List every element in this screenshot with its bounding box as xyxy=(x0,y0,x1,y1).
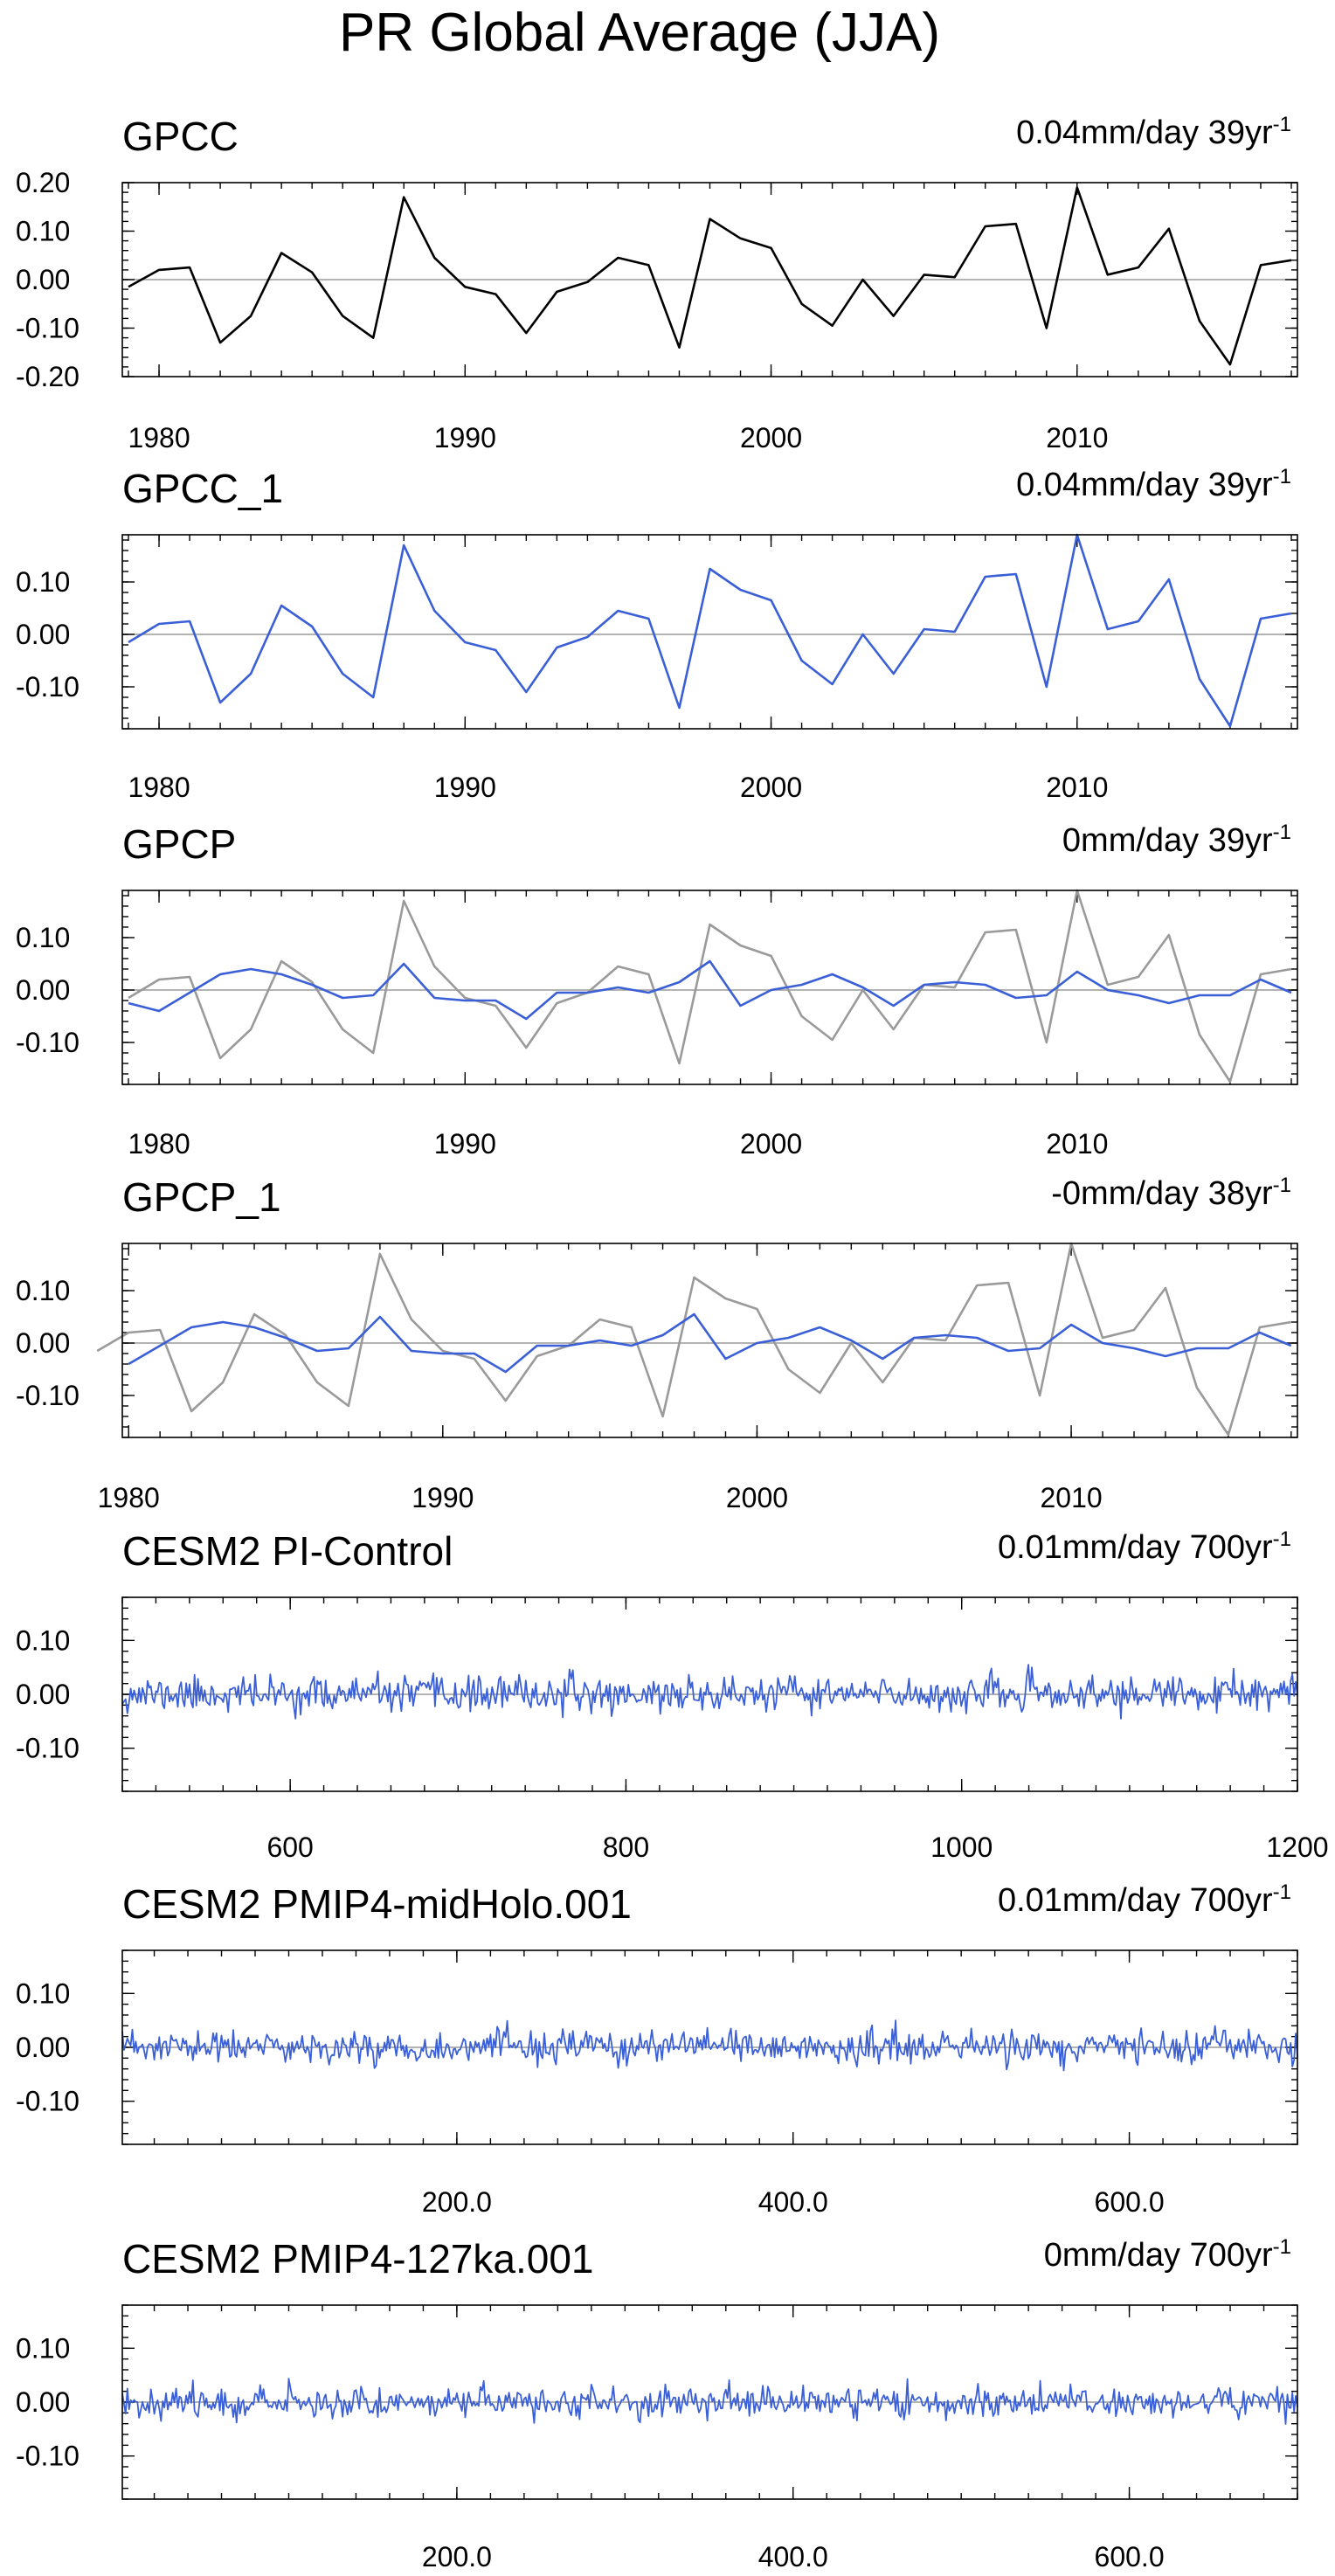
x-tick-label: 1980 xyxy=(98,1482,160,1513)
trend-label: 0.04mm/day 39yr-1 xyxy=(1016,465,1291,503)
trend-label: 0.01mm/day 700yr-1 xyxy=(998,1527,1291,1566)
series-line xyxy=(121,2019,1298,2072)
panel-title: CESM2 PMIP4-midHolo.001 xyxy=(122,1881,632,1927)
x-tick-label: 1980 xyxy=(128,1128,190,1160)
panel-title: CESM2 PMIP4-127ka.001 xyxy=(122,2236,594,2282)
chart-panel: CESM2 PMIP4-127ka.001 0mm/day 700yr-1 0.10… xyxy=(16,2235,1298,2573)
x-tick-label: 1990 xyxy=(412,1482,474,1513)
plot-frame xyxy=(121,890,1298,1085)
y-tick-label: -0.10 xyxy=(16,671,80,703)
y-tick-label: 0.20 xyxy=(16,167,70,198)
chart-panel: CESM2 PI-Control 0.01mm/day 700yr-1 0.10 0.… xyxy=(16,1527,1329,1863)
y-tick-label: 0.00 xyxy=(16,1327,70,1359)
trend-label: 0.04mm/day 39yr-1 xyxy=(1016,113,1291,151)
series-line xyxy=(96,1242,1292,1437)
x-tick-label: 400.0 xyxy=(758,2541,828,2573)
y-tick-label: 0.10 xyxy=(16,1977,70,2009)
x-tick-label: 600 xyxy=(266,1832,313,1863)
x-tick-label: 2010 xyxy=(1046,1128,1108,1160)
panel-title: GPCP xyxy=(122,821,236,867)
y-tick-label: 0.00 xyxy=(16,2032,70,2063)
x-tick-label: 1980 xyxy=(128,422,190,454)
y-tick-label: -0.10 xyxy=(16,313,80,344)
x-tick-label: 200.0 xyxy=(422,2186,492,2218)
chart-panel: GPCP 0mm/day 39yr-1 0.10 0.00 -0.10 1980 1990 2… xyxy=(16,821,1298,1160)
plot-frame xyxy=(121,182,1298,377)
plot-frame xyxy=(121,1243,1298,1438)
x-tick-label: 400.0 xyxy=(758,2186,828,2218)
trend-label: -0mm/day 38yr-1 xyxy=(1051,1174,1291,1212)
panel-title: GPCP_1 xyxy=(122,1174,281,1220)
y-tick-label: 0.00 xyxy=(16,2386,70,2418)
plot-frame xyxy=(121,534,1298,730)
plot-frame xyxy=(121,1949,1298,2145)
series-line xyxy=(128,186,1292,366)
series-line xyxy=(128,889,1292,1084)
y-tick-label: -0.10 xyxy=(16,1733,80,1764)
x-tick-label: 2000 xyxy=(740,422,802,454)
panel-title: GPCC_1 xyxy=(122,466,283,511)
y-tick-label: -0.20 xyxy=(16,361,80,392)
series-line xyxy=(121,2378,1298,2425)
x-tick-label: 1200 xyxy=(1266,1832,1328,1863)
y-tick-label: 0.00 xyxy=(16,264,70,295)
chart-panel: CESM2 PMIP4-midHolo.001 0.01mm/day 700yr-… xyxy=(16,1880,1298,2218)
x-tick-label: 2000 xyxy=(726,1482,788,1513)
x-tick-label: 1980 xyxy=(128,772,190,803)
y-tick-label: 0.10 xyxy=(16,216,70,247)
x-tick-label: 1990 xyxy=(434,1128,496,1160)
x-tick-label: 800 xyxy=(603,1832,649,1863)
panels-group: GPCC 0.04mm/day 39yr-1 0.20 0.10 0.00 -0.10 -0… xyxy=(16,113,1329,2573)
chart-panel: GPCC_1 0.04mm/day 39yr-1 0.10 0.00 -0.10 1980… xyxy=(16,465,1298,803)
trend-label: 0mm/day 700yr-1 xyxy=(1044,2235,1291,2274)
panel-title: GPCC xyxy=(122,114,239,159)
x-tick-label: 1990 xyxy=(434,422,496,454)
x-tick-label: 1990 xyxy=(434,772,496,803)
plot-frame xyxy=(121,1596,1298,1792)
y-tick-label: 0.10 xyxy=(16,2332,70,2364)
figure-title: PR Global Average (JJA) xyxy=(339,3,940,63)
y-tick-label: 0.00 xyxy=(16,619,70,650)
x-tick-label: 2000 xyxy=(740,1128,802,1160)
x-tick-label: 1000 xyxy=(930,1832,993,1863)
x-tick-label: 2000 xyxy=(740,772,802,803)
y-tick-label: 0.00 xyxy=(16,1679,70,1710)
y-tick-label: 0.10 xyxy=(16,922,70,953)
y-tick-label: -0.10 xyxy=(16,1380,80,1411)
y-tick-label: 0.10 xyxy=(16,1275,70,1306)
x-tick-label: 2010 xyxy=(1040,1482,1102,1513)
x-tick-label: 2010 xyxy=(1046,772,1108,803)
chart-panel: GPCC 0.04mm/day 39yr-1 0.20 0.10 0.00 -0.10 -0… xyxy=(16,113,1298,454)
plot-frame xyxy=(121,2304,1298,2500)
series-line xyxy=(128,1312,1292,1374)
y-tick-label: -0.10 xyxy=(16,2086,80,2117)
x-tick-label: 200.0 xyxy=(422,2541,492,2573)
x-tick-label: 600.0 xyxy=(1095,2541,1165,2573)
panel-title: CESM2 PI-Control xyxy=(122,1528,453,1574)
y-tick-label: 0.00 xyxy=(16,974,70,1006)
y-tick-label: -0.10 xyxy=(16,2441,80,2472)
chart-panel: GPCP_1 -0mm/day 38yr-1 0.10 0.00 -0.10 1980 19… xyxy=(16,1174,1298,1513)
trend-label: 0.01mm/day 700yr-1 xyxy=(998,1880,1291,1919)
x-tick-label: 2010 xyxy=(1046,422,1108,454)
series-line xyxy=(121,1664,1298,1720)
y-tick-label: 0.10 xyxy=(16,1624,70,1656)
y-tick-label: 0.10 xyxy=(16,566,70,598)
series-line xyxy=(128,959,1292,1021)
x-tick-label: 600.0 xyxy=(1095,2186,1165,2218)
series-line xyxy=(128,533,1292,728)
y-tick-label: -0.10 xyxy=(16,1027,80,1058)
trend-label: 0mm/day 39yr-1 xyxy=(1062,821,1291,859)
